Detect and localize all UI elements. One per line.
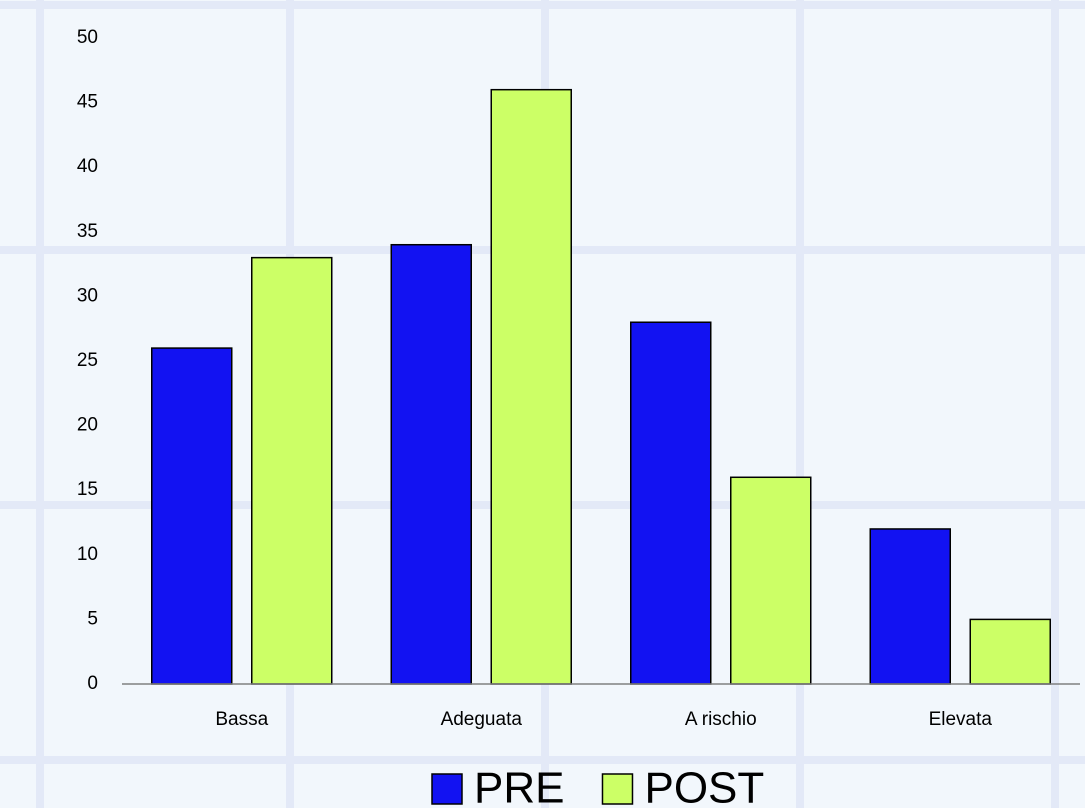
- y-tick-label: 20: [77, 415, 98, 436]
- y-tick-label: 50: [77, 27, 98, 48]
- x-tick-label: Adeguata: [441, 709, 523, 730]
- legend-swatch: [431, 773, 463, 805]
- y-tick-label: 30: [77, 285, 98, 306]
- bar: [490, 88, 572, 685]
- y-tick-label: 35: [77, 221, 98, 242]
- y-tick-label: 10: [77, 544, 98, 565]
- bar: [730, 476, 812, 685]
- bar: [390, 243, 472, 685]
- bar: [969, 618, 1051, 685]
- bar: [251, 256, 333, 685]
- bar: [630, 321, 712, 685]
- x-tick-label: Elevata: [929, 709, 993, 730]
- y-tick-label: 15: [77, 479, 98, 500]
- legend-swatch: [601, 773, 634, 805]
- legend-label: POST: [644, 764, 764, 808]
- y-tick-label: 5: [87, 608, 98, 629]
- x-tick-label: Bassa: [215, 709, 268, 730]
- y-tick-label: 45: [77, 92, 98, 113]
- x-tick-label: A rischio: [685, 709, 757, 730]
- legend-label: PRE: [474, 764, 564, 808]
- bar: [151, 347, 233, 685]
- y-tick-label: 0: [87, 673, 98, 694]
- y-tick-label: 40: [77, 156, 98, 177]
- y-tick-label: 25: [77, 350, 98, 371]
- bar: [869, 528, 951, 685]
